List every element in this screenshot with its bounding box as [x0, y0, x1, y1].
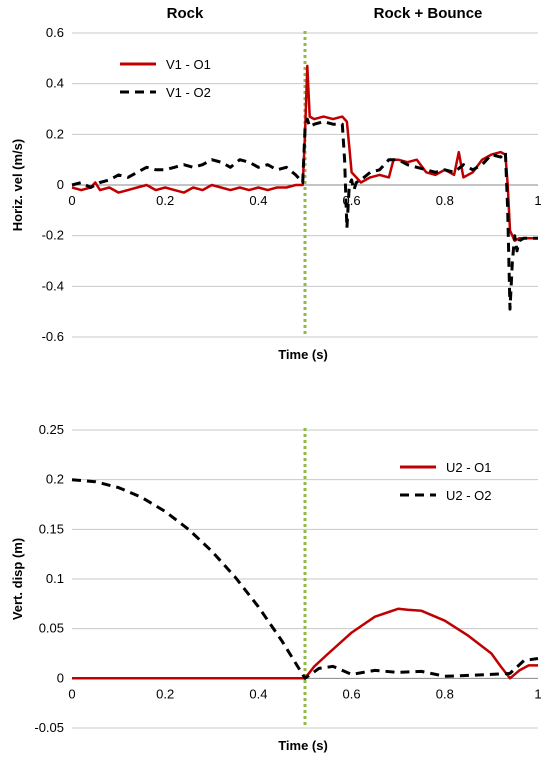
y-tick-label: 0.1: [46, 571, 64, 586]
y-tick-label: -0.4: [42, 278, 64, 293]
legend-label: U2 - O2: [446, 488, 492, 503]
series-line-v1-o1: [71, 64, 538, 242]
x-tick-label: 0.6: [343, 686, 361, 701]
series-line-u2-o1: [72, 607, 538, 680]
x-tick-label: 0.2: [156, 193, 174, 208]
y-tick-label: 0: [57, 177, 64, 192]
velocity-chart: -0.6-0.4-0.200.20.40.60 0.2 0.4 0.6 0.8 1Time…: [10, 25, 542, 362]
x-tick-label: 0.8: [436, 686, 454, 701]
y-tick-label: 0.6: [46, 25, 64, 40]
y-axis-label: Horiz. vel (m/s): [10, 139, 25, 231]
header-left-label: Rock: [167, 5, 204, 22]
legend-label: U2 - O1: [446, 460, 492, 475]
y-tick-label: 0.05: [39, 621, 64, 636]
x-tick-label: 0.4: [249, 686, 267, 701]
series-line-v1-o2: [71, 117, 538, 311]
y-tick-label: 0: [57, 670, 64, 685]
y-tick-label: 0.15: [39, 521, 64, 536]
y-tick-label: 0.2: [46, 472, 64, 487]
y-axis-label: Vert. disp (m): [10, 538, 25, 620]
x-tick-label: 1: [534, 193, 541, 208]
legend-label: V1 - O2: [166, 85, 211, 100]
x-axis-label: Time (s): [278, 347, 328, 362]
header-right-label: Rock + Bounce: [374, 5, 483, 22]
x-tick-label: 1: [534, 686, 541, 701]
y-tick-label: 0.25: [39, 422, 64, 437]
legend-label: V1 - O1: [166, 57, 211, 72]
x-tick-label: 0: [68, 686, 75, 701]
x-tick-label: 0.8: [436, 193, 454, 208]
y-tick-label: 0.2: [46, 126, 64, 141]
y-tick-label: -0.6: [42, 329, 64, 344]
displacement-chart: -0.05 0 0.05 0.1 0.15 0.2 0.25 0 0.2 0.4 0.6 0.8 1 Ti…: [10, 422, 542, 753]
y-tick-label: -0.2: [42, 228, 64, 243]
x-axis-label: Time (s): [278, 738, 328, 753]
x-tick-label: 0.4: [249, 193, 267, 208]
y-tick-label: -0.05: [34, 720, 64, 735]
y-tick-label: 0.4: [46, 76, 64, 91]
series-line-u2-o2: [71, 478, 539, 680]
x-tick-label: 0.2: [156, 686, 174, 701]
x-tick-label: 0: [68, 193, 75, 208]
